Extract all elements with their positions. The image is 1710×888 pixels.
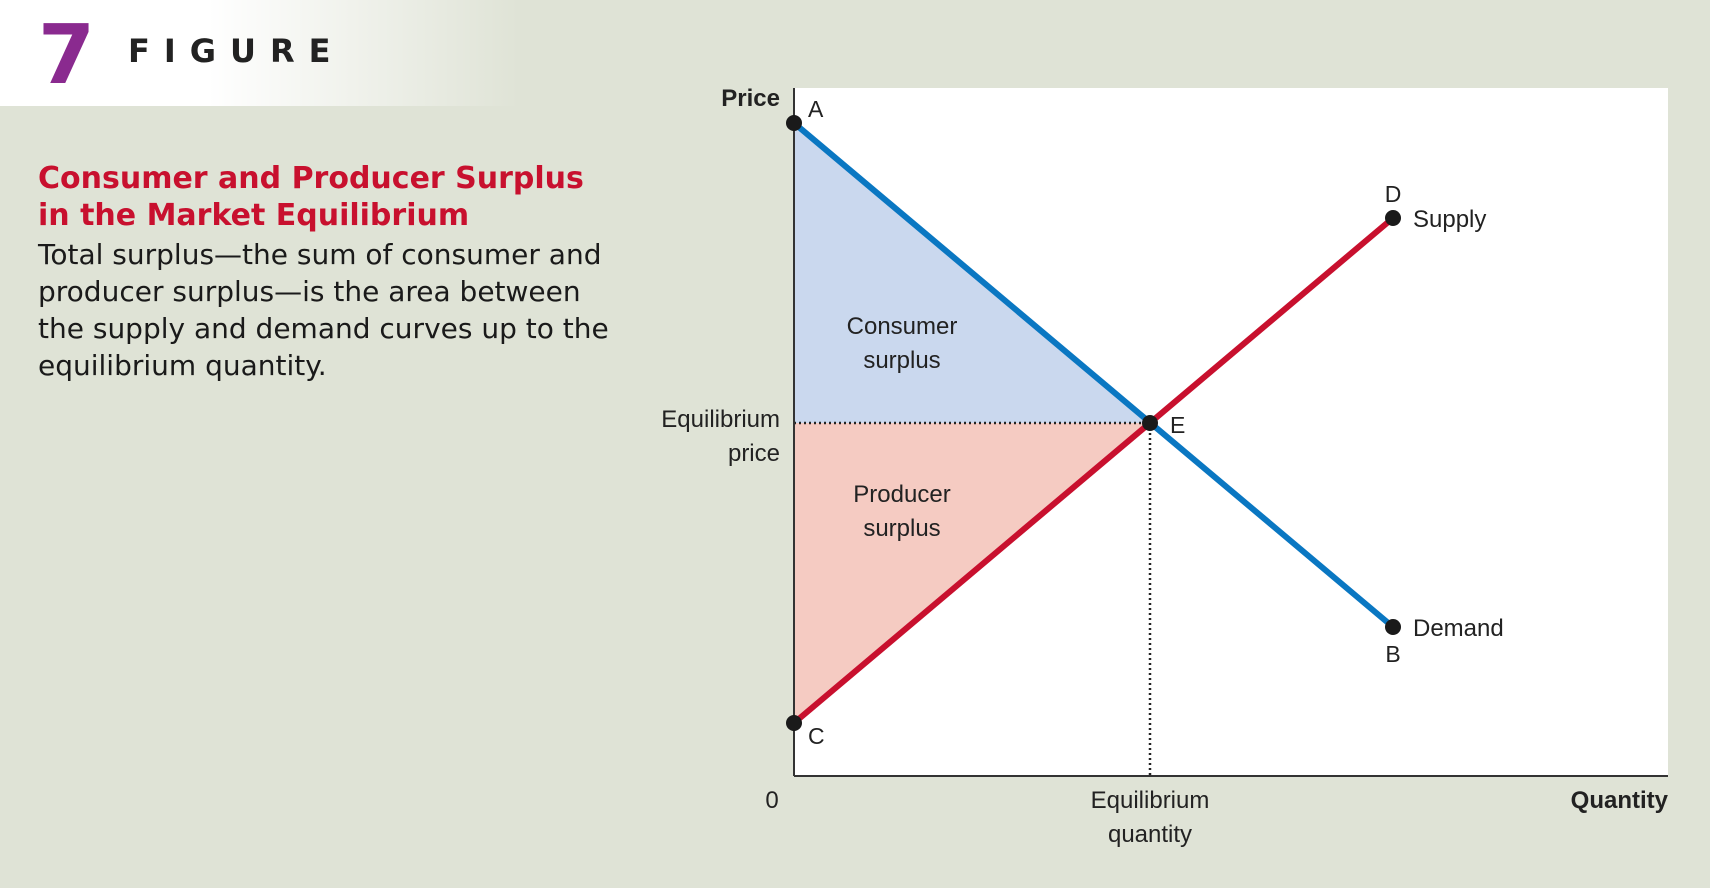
producer-surplus-label-line2: surplus — [863, 515, 940, 542]
point-e-label: E — [1170, 412, 1185, 438]
point-b — [1385, 619, 1401, 635]
x-axis-label: Quantity — [1571, 787, 1669, 814]
equilibrium-quantity-label-line2: quantity — [1108, 821, 1192, 848]
consumer-surplus-label-line2: surplus — [863, 347, 940, 374]
point-c — [786, 715, 802, 731]
equilibrium-price-label-line1: Equilibrium — [661, 406, 780, 433]
caption-title: Consumer and Producer Surplus in the Mar… — [38, 161, 584, 233]
supply-label: Supply — [1413, 206, 1486, 233]
y-axis-label: Price — [721, 85, 780, 112]
point-d — [1385, 210, 1401, 226]
origin-label: 0 — [765, 787, 778, 814]
point-e — [1142, 415, 1158, 431]
demand-curve — [791, 120, 1396, 630]
point-c-label: C — [808, 723, 825, 749]
consumer-surplus-label-line1: Consumer — [847, 313, 958, 340]
demand-label: Demand — [1413, 615, 1504, 642]
point-a — [786, 115, 802, 131]
point-b-label: B — [1385, 641, 1400, 667]
caption-body: Total surplus—the sum of consumer and pr… — [38, 238, 609, 382]
figure-number: 7 — [38, 8, 96, 103]
equilibrium-price-label-line2: price — [728, 440, 780, 467]
supply-curve — [791, 215, 1396, 726]
point-a-label: A — [808, 96, 824, 122]
equilibrium-quantity-label-line1: Equilibrium — [1091, 787, 1210, 814]
figure-label: FIGURE — [128, 32, 345, 70]
figure-header: 7 FIGURE — [0, 0, 520, 106]
producer-surplus-label-line1: Producer — [853, 481, 950, 508]
point-d-label: D — [1385, 181, 1402, 207]
